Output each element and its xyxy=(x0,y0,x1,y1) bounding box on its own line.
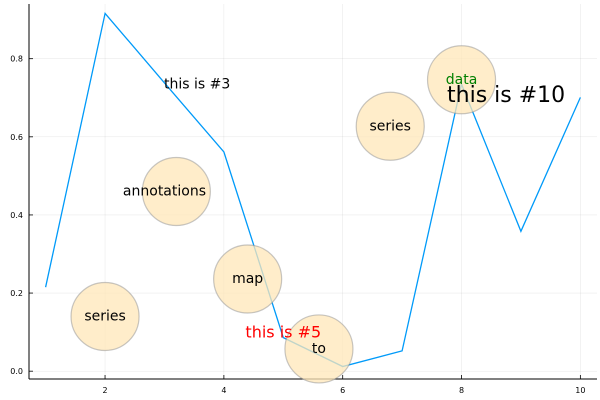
annotation-label-7: data xyxy=(446,72,478,88)
tick-labels: 2 4 6 8 10 0.0 0.2 0.4 0.6 0.8 xyxy=(10,55,585,395)
x-tick-label-4: 10 xyxy=(575,386,585,395)
markers xyxy=(70,45,497,384)
annotation-label-2: this is #3 xyxy=(164,76,230,92)
y-tick-label-1: 0.2 xyxy=(10,289,23,298)
marker-point-3 xyxy=(284,314,354,384)
x-tick-label-1: 4 xyxy=(221,386,226,395)
annotation-label-8: this is #10 xyxy=(447,83,565,108)
annotation-label-6: series xyxy=(370,118,411,134)
y-tick-label-0: 0.0 xyxy=(10,367,23,376)
x-tick-label-0: 2 xyxy=(103,386,108,395)
y-tick-label-3: 0.6 xyxy=(10,133,23,142)
annotation-label-4: this is #5 xyxy=(245,323,321,342)
annotation-label-0: series xyxy=(84,309,125,325)
x-tick-label-2: 6 xyxy=(340,386,345,395)
annotation-label-5: to xyxy=(312,341,326,357)
marker-point-2 xyxy=(213,244,283,314)
marker-point-5 xyxy=(426,45,497,115)
marker-point-1 xyxy=(141,156,211,227)
annotations: series annotations this is #3 map this is #5… xyxy=(84,72,565,357)
marker-point-4 xyxy=(355,91,425,161)
annotation-label-3: map xyxy=(232,271,263,287)
y-tick-label-2: 0.4 xyxy=(10,211,23,220)
annotation-label-1: annotations xyxy=(123,184,206,200)
marker-point-0 xyxy=(70,281,140,352)
x-tick-label-3: 8 xyxy=(459,386,464,395)
y-tick-label-4: 0.8 xyxy=(10,55,23,64)
